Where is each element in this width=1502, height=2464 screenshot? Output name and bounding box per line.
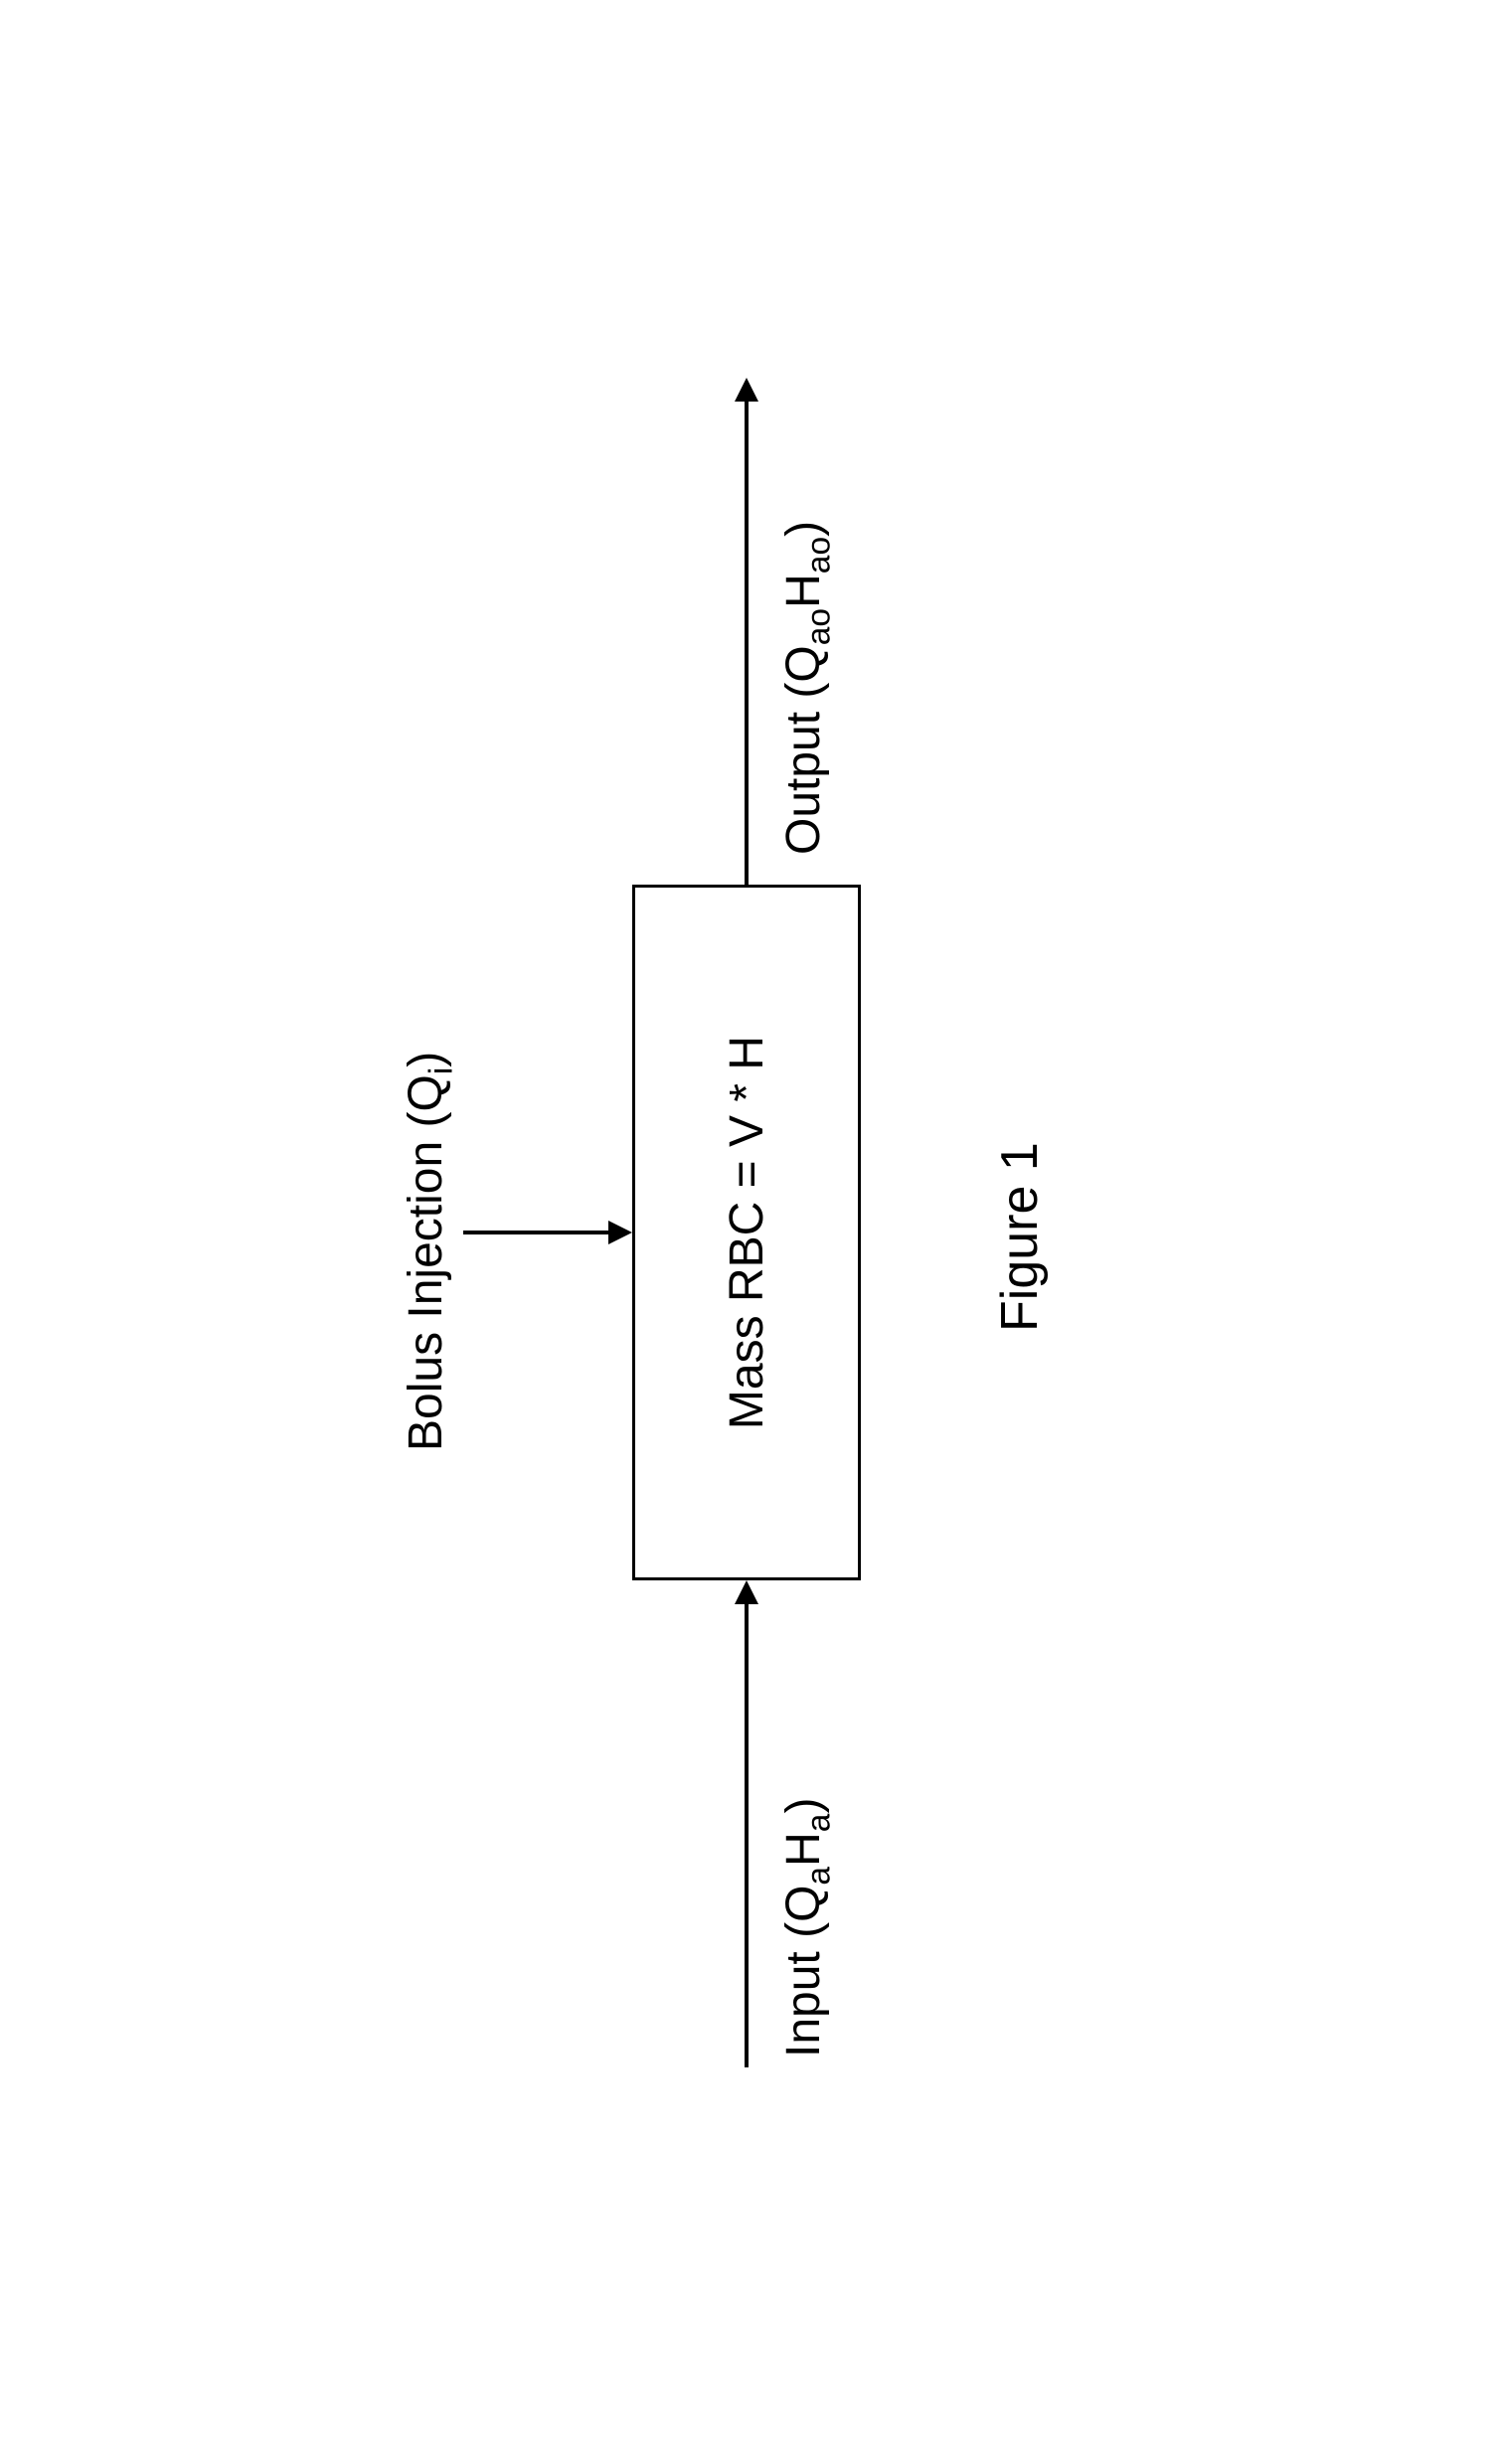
output-label: Output (QaoHao) [776, 520, 839, 854]
box-equation: Mass RBC = V * H [719, 1035, 773, 1428]
bolus-label-prefix: Bolus Injection (Q [400, 1074, 452, 1451]
box-text-prefix: Mass RBC = V [720, 1101, 772, 1428]
figure-caption: Figure 1 [990, 1142, 1050, 1332]
input-label-sub2: a [800, 1813, 837, 1832]
bolus-label-sub: i [422, 1067, 459, 1073]
output-label-mid: H [777, 574, 830, 608]
output-label-sub1: ao [800, 607, 837, 644]
bolus-label-suffix: ) [400, 1051, 452, 1067]
input-label-mid: H [777, 1832, 830, 1867]
input-label-prefix: Input (Q [777, 1885, 830, 2056]
output-label-prefix: Output (Q [777, 645, 830, 855]
input-label-sub1: a [800, 1866, 837, 1885]
mass-rbc-box: Mass RBC = V * H [632, 885, 861, 1580]
output-arrow-head [735, 378, 758, 402]
diagram-container: Mass RBC = V * H Input (QaHa) Output (Qa… [354, 239, 1149, 2226]
input-label-suffix: ) [777, 1797, 830, 1813]
box-text-suffix: H [720, 1035, 772, 1082]
box-text-op: * [720, 1082, 772, 1101]
bolus-arrow-head [608, 1221, 632, 1244]
input-arrow-line [745, 1600, 749, 2067]
output-arrow-line [745, 398, 749, 885]
bolus-arrow-line [463, 1231, 612, 1234]
input-label: Input (QaHa) [776, 1797, 839, 2056]
output-label-suffix: ) [777, 520, 830, 536]
bolus-label: Bolus Injection (Qi) [399, 1051, 461, 1450]
output-label-sub2: ao [800, 536, 837, 573]
input-arrow-head [735, 1580, 758, 1604]
